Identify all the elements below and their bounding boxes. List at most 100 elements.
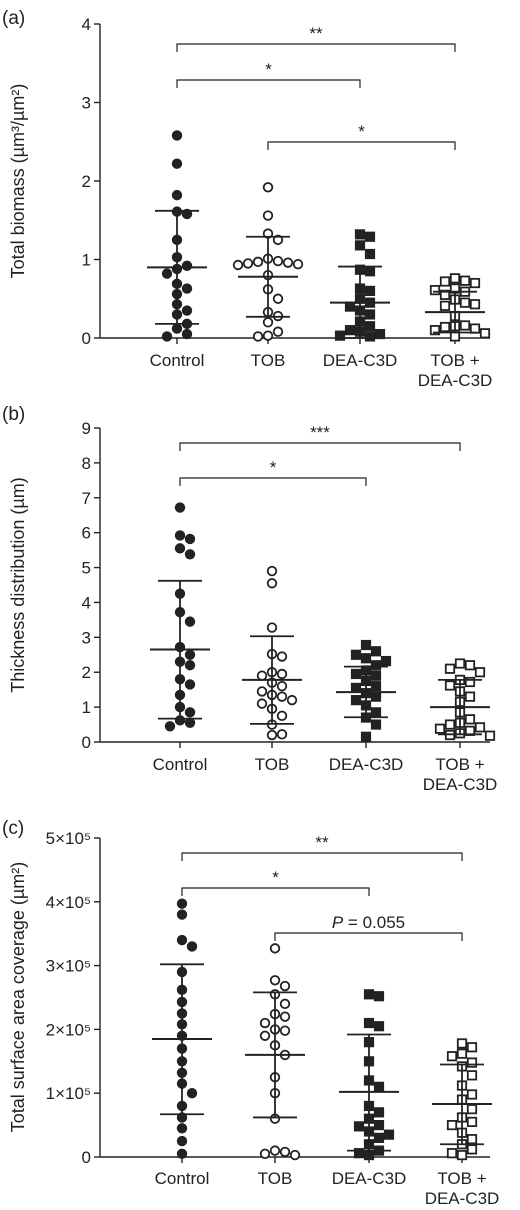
data-point: [279, 1011, 291, 1022]
data-point: [184, 660, 196, 671]
data-point: [459, 320, 471, 331]
y-tick-label: 3: [82, 94, 91, 113]
data-point: [444, 663, 456, 674]
data-point: [232, 259, 244, 271]
significance-bracket: [181, 887, 370, 896]
data-point: [373, 1081, 385, 1092]
x-category-label-line2: DEA-C3D: [418, 371, 493, 390]
data-point: [181, 208, 193, 220]
data-point: [262, 182, 274, 193]
data-point: [466, 1057, 478, 1068]
data-point: [469, 299, 481, 310]
y-tick-label: 6: [82, 524, 91, 543]
data-point: [454, 658, 466, 669]
data-point: [350, 695, 362, 706]
data-point: [272, 255, 284, 267]
data-point: [276, 651, 288, 662]
data-point: [276, 691, 288, 702]
data-point: [360, 639, 372, 651]
significance-label: *: [358, 122, 365, 141]
data-point: [354, 229, 366, 240]
panel-label: (a): [2, 8, 25, 29]
data-point: [266, 578, 278, 589]
data-point: [360, 653, 372, 664]
data-point: [353, 1121, 365, 1132]
data-point: [434, 723, 446, 734]
data-point: [456, 1038, 468, 1049]
data-point: [469, 323, 481, 334]
data-point: [429, 325, 441, 336]
y-axis-label: Total biomass (µm³/µm²): [8, 84, 28, 279]
data-point: [184, 549, 196, 560]
data-point: [276, 729, 288, 740]
data-point: [256, 686, 268, 697]
data-point: [350, 682, 362, 694]
y-tick-label: 0: [82, 329, 91, 348]
data-point: [459, 297, 471, 308]
data-point: [262, 330, 274, 341]
y-tick-label: 2: [82, 172, 91, 191]
data-point: [181, 328, 193, 340]
data-point: [184, 707, 196, 718]
data-point: [373, 1132, 385, 1143]
data-point: [363, 989, 375, 1000]
data-point: [444, 680, 456, 691]
chart-panel-3: (c) 0 1×10⁵ 2×10⁵ 3×10⁵ 4×10⁵ 5×10⁵ Control TOB D…: [2, 818, 499, 1208]
y-tick-label: 8: [82, 454, 91, 473]
data-point: [292, 259, 304, 270]
data-point: [466, 1116, 478, 1128]
data-point: [276, 668, 288, 680]
data-point: [479, 328, 491, 339]
data-point: [446, 1148, 458, 1159]
significance-label: **: [309, 24, 323, 43]
data-point: [262, 317, 274, 328]
data-point: [364, 248, 376, 260]
data-point: [181, 305, 193, 316]
y-tick-label: 5: [82, 559, 91, 578]
data-point: [186, 941, 198, 952]
y-tick-label: 3: [82, 628, 91, 647]
data-point: [184, 616, 196, 627]
data-point: [364, 321, 376, 332]
data-point: [446, 1120, 458, 1131]
data-point: [171, 158, 183, 169]
data-point: [176, 1123, 188, 1134]
y-tick-label: 1×10⁵: [46, 1084, 91, 1103]
data-point: [363, 1149, 375, 1161]
significance-bracket: [267, 141, 456, 150]
data-point: [373, 1021, 385, 1032]
data-point: [272, 293, 284, 304]
data-point: [184, 533, 196, 545]
y-tick-label: 7: [82, 489, 91, 508]
data-point: [370, 660, 382, 671]
y-tick-label: 4: [82, 15, 91, 34]
data-point: [269, 943, 281, 954]
data-point: [353, 1148, 365, 1159]
significance-label: *: [265, 60, 272, 79]
data-point: [269, 975, 281, 986]
significance-bracket: [274, 932, 463, 941]
panel-label: (c): [2, 818, 24, 839]
data-point: [279, 980, 291, 992]
data-point: [344, 325, 356, 336]
data-point: [383, 1129, 395, 1140]
data-point: [456, 1149, 468, 1161]
data-point: [269, 1145, 281, 1156]
y-tick-label: 1: [82, 698, 91, 717]
x-category-label: DEA-C3D: [332, 1169, 407, 1188]
data-point: [266, 565, 278, 577]
significance-label: ***: [310, 423, 330, 442]
data-point: [370, 707, 382, 718]
x-category-label: Control: [155, 1169, 210, 1188]
data-point: [464, 691, 476, 702]
data-point: [164, 721, 176, 732]
data-point: [181, 283, 193, 294]
data-point: [186, 1087, 198, 1099]
x-category-label: TOB +: [435, 755, 484, 774]
data-point: [364, 285, 376, 297]
data-point: [439, 300, 451, 311]
data-point: [380, 655, 392, 667]
significance-bracket: [181, 852, 463, 861]
